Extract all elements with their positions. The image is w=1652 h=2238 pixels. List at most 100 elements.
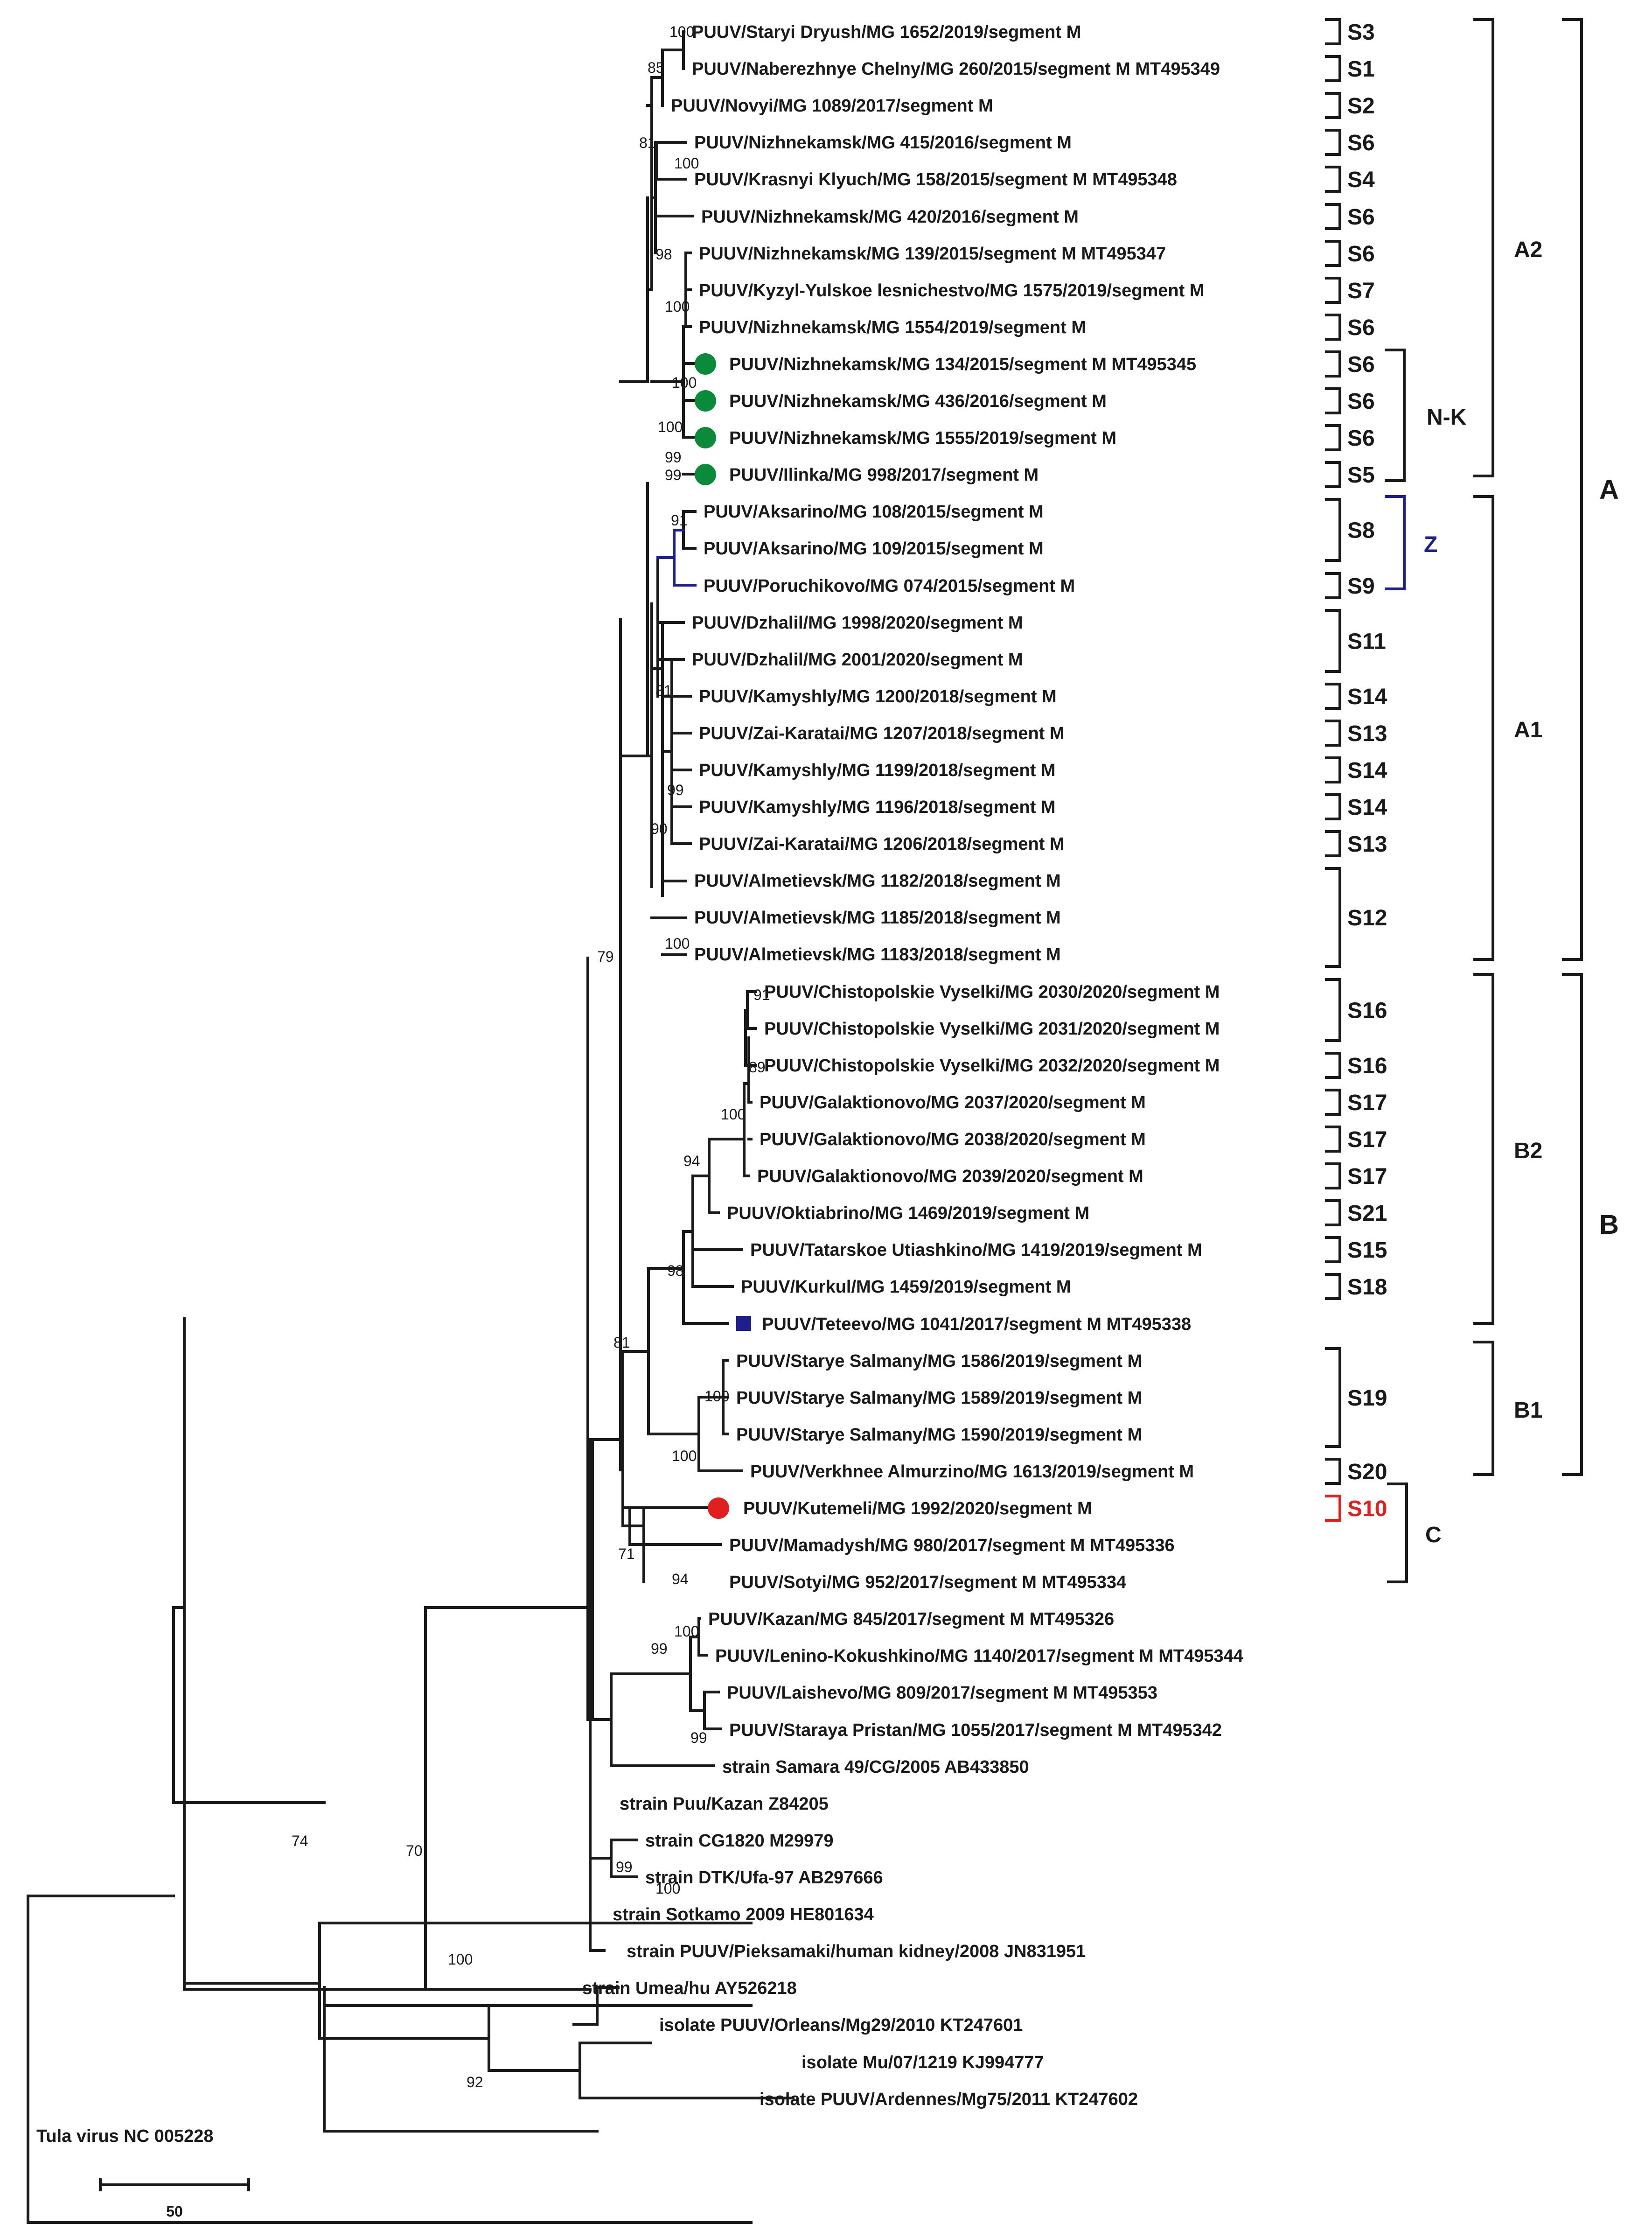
taxon-label: PUUV/Starye Salmany/MG 1590/2019/segment… [736,1425,1142,1445]
subgroup-bracket [1325,18,1341,45]
clade-label: B2 [1514,1139,1542,1163]
clade-bracket [1385,349,1406,482]
green-circle-marker [695,353,716,375]
bootstrap-value: 79 [597,948,614,965]
bootstrap-value: 98 [667,1262,684,1279]
subgroup-label: S6 [1347,242,1375,266]
subgroup-label: S8 [1347,518,1375,543]
subgroup-label: S21 [1347,1201,1387,1226]
clade-label: A1 [1514,718,1542,742]
bootstrap-value: 100 [672,1448,697,1464]
bootstrap-value: 100 [655,1880,680,1897]
subgroup-bracket [1325,683,1341,710]
taxon-label: PUUV/Kamyshly/MG 1196/2018/segment M [699,797,1056,817]
subgroup-label: S4 [1347,168,1375,192]
bootstrap-value: 91 [753,986,770,1003]
bootstrap-value: 100 [674,1623,699,1640]
bootstrap-value: 100 [704,1388,729,1405]
subgroup-label: S7 [1347,279,1375,303]
scale-bar-label: 50 [166,2203,183,2220]
taxon-label: PUUV/Galaktionovo/MG 2037/2020/segment M [760,1093,1146,1112]
taxon-label: PUUV/Staraya Pristan/MG 1055/2017/segmen… [729,1720,1222,1740]
taxon-label: PUUV/Sotyi/MG 952/2017/segment M MT49533… [729,1573,1126,1592]
clade-label: Z [1424,532,1437,557]
taxon-label: PUUV/Ilinka/MG 998/2017/segment M [729,465,1039,485]
bootstrap-value: 89 [749,1059,766,1076]
subgroup-bracket [1325,350,1341,378]
subgroup-label: S1 [1347,57,1375,82]
clade-label: A [1599,475,1619,505]
clade-bracket [1473,495,1494,961]
subgroup-bracket [1325,1089,1341,1116]
clade-brackets: A2 N-K Z A1 A B2 B B1 C [1385,18,1619,1583]
taxon-label: PUUV/Kamyshly/MG 1200/2018/segment M [699,687,1057,706]
taxon-label: PUUV/Tatarskoe Utiashkino/MG 1419/2019/s… [750,1240,1202,1260]
bootstrap-value: 100 [721,1106,746,1123]
subgroup-bracket [1325,277,1341,304]
taxon-label: strain Samara 49/CG/2005 AB433850 [722,1757,1029,1777]
subgroup-bracket [1325,498,1341,562]
subgroup-bracket [1325,1199,1341,1226]
bootstrap-value: 99 [667,782,684,798]
subgroup-bracket [1325,240,1341,267]
bootstrap-value: 85 [648,59,664,76]
subgroup-bracket [1325,1052,1341,1079]
bootstrap-values: 100 85 81 100 98 100 100 99 100 99 91 81 99 90 100 79 91… [292,23,770,2091]
subgroup-bracket [1325,203,1341,230]
taxon-label: PUUV/Mamadysh/MG 980/2017/segment M MT49… [729,1536,1175,1555]
bootstrap-value: 100 [665,935,690,952]
subgroup-label: S20 [1347,1460,1387,1484]
bootstrap-value: 99 [665,467,682,483]
subgroup-label: S6 [1347,426,1375,451]
bootstrap-value: 100 [672,374,697,391]
clade-bracket [1473,18,1494,477]
subgroup-label: S18 [1347,1275,1387,1300]
subgroup-label: S19 [1347,1386,1387,1411]
tree-branches [27,30,795,2224]
clade-bracket [1387,1483,1408,1583]
subgroup-label: S2 [1347,94,1375,119]
taxon-label: PUUV/Kutemeli/MG 1992/2020/segment M [743,1499,1092,1518]
subgroup-bracket [1325,166,1341,193]
subgroup-bracket [1325,1126,1341,1153]
subgroup-bracket [1325,830,1341,857]
taxon-label: strain Puu/Kazan Z84205 [620,1794,829,1814]
subgroup-brackets: S3 S1 S2 S6 S4 S6 S6 S7 S6 S6 S6 S6 S5 S8 S9 S11 S14 S13 S… [1325,18,1387,1522]
taxon-label: PUUV/Aksarino/MG 109/2015/segment M [704,539,1044,559]
bootstrap-value: 100 [658,419,683,435]
taxon-label: strain Umea/hu AY526218 [582,1979,797,1998]
bootstrap-value: 99 [665,449,682,466]
taxon-label: PUUV/Kurkul/MG 1459/2019/segment M [741,1277,1071,1297]
clade-label: A2 [1514,238,1542,262]
taxon-label: PUUV/Chistopolskie Vyselki/MG 2031/2020/… [764,1019,1220,1039]
subgroup-bracket [1325,867,1341,968]
taxon-label: PUUV/Nizhnekamsk/MG 415/2016/segment M [694,133,1072,153]
green-circle-marker [695,427,716,448]
bootstrap-value: 91 [671,512,688,529]
bootstrap-value: 100 [669,23,694,40]
taxon-label: isolate PUUV/Ardennes/Mg75/2011 KT247602 [760,2090,1138,2109]
taxon-label: PUUV/Starye Salmany/MG 1586/2019/segment… [736,1351,1142,1371]
clade-bracket [1562,973,1583,1476]
subgroup-label: S15 [1347,1238,1387,1263]
taxon-label: PUUV/Nizhnekamsk/MG 134/2015/segment M M… [729,355,1196,374]
bootstrap-value: 90 [651,820,668,837]
subgroup-bracket [1325,572,1341,599]
navy-square-marker [736,1316,751,1331]
clade-label: B [1599,1210,1619,1240]
subgroup-bracket [1325,793,1341,820]
taxon-label: PUUV/Oktiabrino/MG 1469/2019/segment M [727,1203,1089,1223]
taxon-label: strain DTK/Ufa-97 AB297666 [645,1868,883,1888]
bootstrap-value: 71 [618,1546,635,1562]
subgroup-bracket [1325,1162,1341,1189]
subgroup-bracket [1325,314,1341,341]
subgroup-bracket [1325,1347,1341,1448]
subgroup-bracket [1325,609,1341,673]
taxon-label: PUUV/Almetievsk/MG 1185/2018/segment M [694,908,1061,928]
taxon-label: PUUV/Novyi/MG 1089/2017/segment M [671,96,993,116]
subgroup-label: S6 [1347,205,1375,230]
taxon-label: strain PUUV/Pieksamaki/human kidney/2008… [627,1942,1086,1961]
subgroup-label: S14 [1347,758,1387,783]
scale-bar: 50 [99,2178,250,2220]
clade-bracket [1473,1341,1494,1476]
